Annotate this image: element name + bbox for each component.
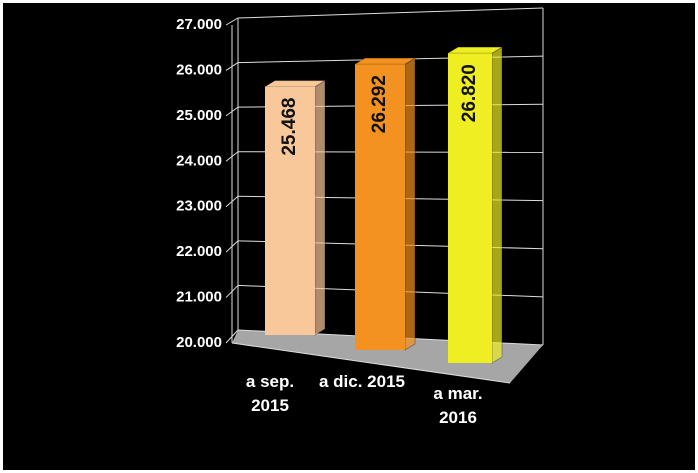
value-label: 25.468: [279, 98, 300, 156]
tick: [225, 62, 239, 71]
tick: [225, 285, 239, 298]
bar: [265, 86, 315, 335]
bar-top: [263, 80, 327, 88]
tick: [225, 17, 239, 26]
y-tick-label: 25.000: [176, 107, 222, 124]
y-tick-label: 27.000: [176, 16, 222, 33]
tick: [225, 195, 239, 208]
bar: [355, 64, 405, 351]
bar: [448, 53, 492, 363]
bar-top: [353, 57, 417, 65]
value-label: 26.292: [369, 75, 390, 133]
y-tick-label: 20.000: [176, 334, 222, 351]
tick: [225, 329, 239, 344]
floor-front: [231, 342, 511, 384]
bar-side: [314, 79, 326, 336]
bar-top: [446, 46, 504, 54]
bar-side: [491, 46, 503, 364]
background: [3, 3, 695, 470]
y-tick-label: 24.000: [176, 152, 222, 169]
tick: [225, 240, 239, 253]
value-label: 26.820: [459, 64, 480, 122]
y-tick-label: 23.000: [176, 198, 222, 215]
x-tick-label: a dic. 2015: [318, 372, 405, 391]
tick: [225, 151, 239, 162]
grid-line: [237, 7, 544, 19]
y-tick-label: 21.000: [176, 289, 222, 306]
y-tick-label: 26.000: [176, 61, 222, 78]
x-tick-label: a mar. 2016: [433, 384, 483, 427]
y-tick-label: 22.000: [176, 243, 222, 260]
x-tick-label: a sep. 2015: [245, 372, 295, 415]
tick: [225, 106, 239, 117]
bar-side: [404, 57, 416, 351]
